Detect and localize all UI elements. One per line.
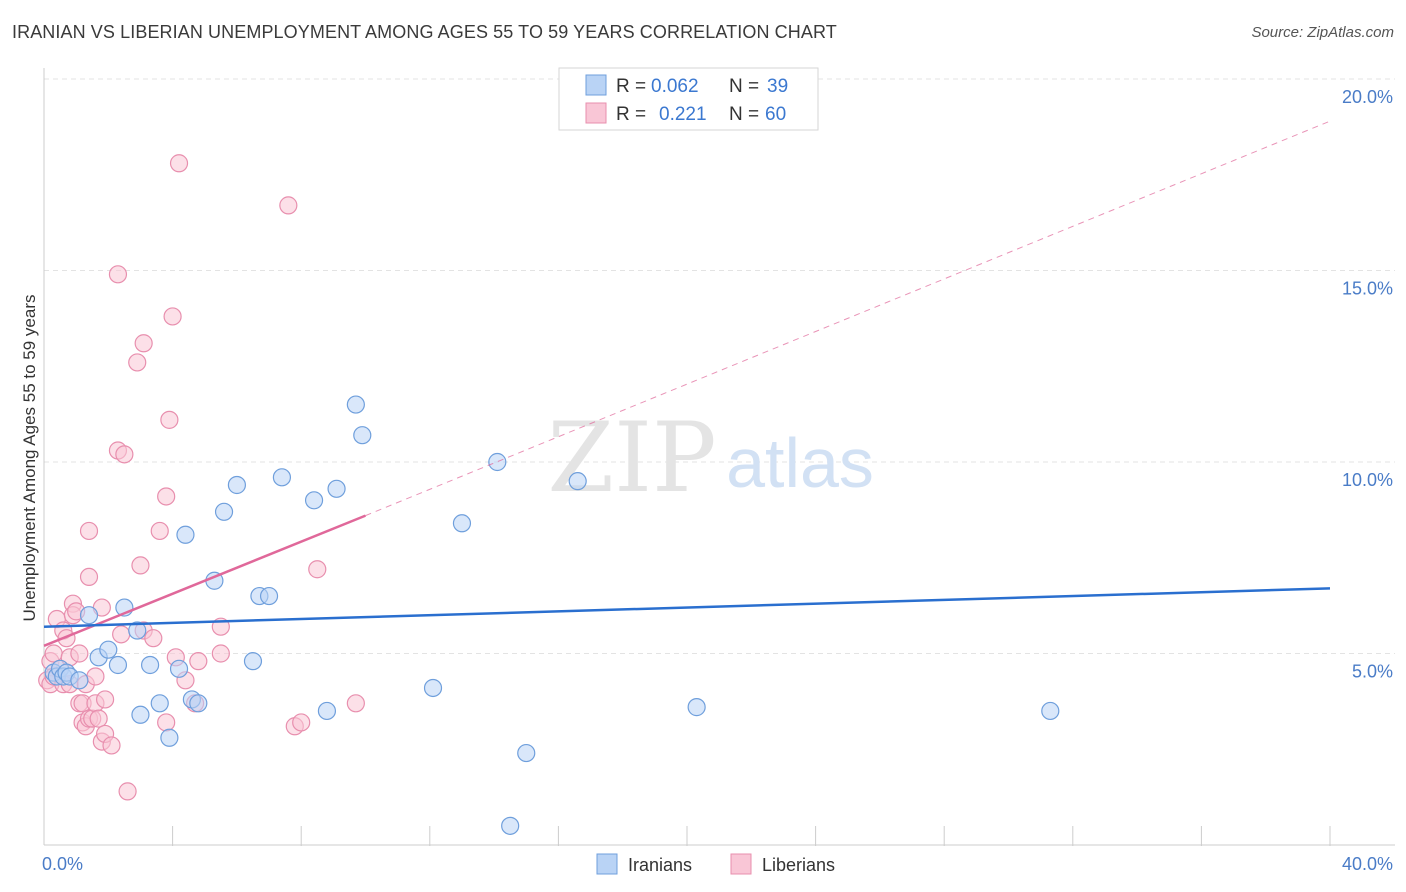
iranian-trend-line xyxy=(43,587,1331,628)
liberian-trend-extension xyxy=(365,120,1331,517)
source-label: Source: ZipAtlas.com xyxy=(1251,24,1394,41)
liberian-point xyxy=(163,307,182,326)
x-tick-label: 0.0% xyxy=(42,854,83,874)
legend-iranians-r-value: 0.062 xyxy=(651,76,699,97)
iranian-point xyxy=(176,525,195,544)
iranian-point xyxy=(189,694,208,713)
liberian-point xyxy=(292,713,311,732)
iranian-point xyxy=(128,621,147,640)
y-tick-label: 20.0% xyxy=(1342,87,1393,107)
y-axis-label: Unemployment Among Ages 55 to 59 years xyxy=(20,295,39,622)
liberian-point xyxy=(144,629,163,648)
liberian-point xyxy=(118,782,137,801)
liberian-point xyxy=(189,652,208,671)
watermark-atlas: atlas xyxy=(726,424,874,502)
liberian-point xyxy=(44,644,63,663)
liberian-point xyxy=(128,353,147,372)
liberian-point xyxy=(346,694,365,713)
iranian-point xyxy=(304,491,324,510)
grid-lines xyxy=(44,78,1395,654)
liberian-point xyxy=(169,154,189,173)
liberian-point xyxy=(279,196,298,215)
iranian-point xyxy=(108,655,128,675)
legend-iranians-n-value: 39 xyxy=(767,76,788,97)
liberian-point xyxy=(89,709,108,728)
liberian-point xyxy=(150,521,169,541)
legend-liberians-n-label: N = xyxy=(729,104,759,125)
liberian-point xyxy=(86,667,105,686)
liberian-point xyxy=(157,487,176,506)
axes xyxy=(43,68,1395,846)
liberian-point xyxy=(95,690,115,709)
legend-liberians-r-label: R = xyxy=(616,104,646,125)
x-tick-label: 40.0% xyxy=(1342,854,1393,874)
liberian-point xyxy=(112,625,131,644)
iranian-point xyxy=(160,728,179,747)
bottom-legend: Iranians Liberians xyxy=(596,853,835,875)
liberian-point xyxy=(308,560,327,579)
iranian-point xyxy=(488,452,507,472)
series-iranians xyxy=(44,395,1060,835)
iranian-point xyxy=(79,606,99,625)
legend: R = 0.062 N = 39 R = 0.221 N = 60 xyxy=(558,67,819,131)
iranian-point xyxy=(353,426,372,445)
legend-iranians-r-label: R = xyxy=(616,76,646,97)
liberian-point xyxy=(115,445,134,464)
watermark: ZIP atlas xyxy=(547,402,874,514)
liberian-point xyxy=(211,644,230,663)
iranian-point xyxy=(169,659,189,678)
iranian-point xyxy=(272,468,292,487)
iranian-point xyxy=(517,743,536,763)
bottom-legend-swatch-iranians xyxy=(596,853,618,875)
y-tick-label: 5.0% xyxy=(1352,662,1393,682)
liberian-point xyxy=(79,567,99,587)
bottom-legend-liberians: Liberians xyxy=(762,855,835,875)
iranian-point xyxy=(568,472,587,491)
iranian-point xyxy=(317,701,337,721)
iranian-point xyxy=(452,514,472,533)
bottom-legend-iranians: Iranians xyxy=(628,855,692,875)
iranian-point xyxy=(259,586,279,606)
iranian-point xyxy=(140,655,160,675)
liberian-point xyxy=(157,713,176,732)
watermark-zip: ZIP xyxy=(547,402,716,514)
iranian-point xyxy=(131,705,150,724)
bottom-legend-swatch-liberians xyxy=(730,853,752,875)
legend-liberians-r-value: 0.221 xyxy=(659,104,707,125)
iranian-point xyxy=(70,671,89,690)
iranian-point xyxy=(423,678,443,698)
liberian-point xyxy=(160,410,179,429)
liberian-point xyxy=(134,334,153,353)
legend-swatch-liberians xyxy=(585,102,607,124)
iranian-point xyxy=(327,479,346,498)
chart-title: IRANIAN VS LIBERIAN UNEMPLOYMENT AMONG A… xyxy=(12,22,837,42)
liberian-point xyxy=(102,736,121,755)
iranian-point xyxy=(99,640,118,659)
legend-iranians-n-label: N = xyxy=(729,76,759,97)
iranian-point xyxy=(227,475,246,495)
liberian-point xyxy=(131,556,150,575)
iranian-point xyxy=(214,502,234,521)
trend-lines xyxy=(43,120,1331,647)
iranian-point xyxy=(501,816,520,835)
liberian-point xyxy=(108,265,128,284)
iranian-point xyxy=(687,698,706,717)
iranian-point xyxy=(243,652,263,671)
liberian-point xyxy=(79,521,99,541)
iranian-point xyxy=(150,694,169,713)
liberian-point xyxy=(70,644,89,663)
legend-swatch-iranians xyxy=(585,74,607,96)
y-tick-labels: 5.0% 10.0% 15.0% 20.0% xyxy=(1342,87,1393,682)
iranian-point xyxy=(346,395,365,414)
legend-liberians-n-value: 60 xyxy=(765,104,786,125)
y-tick-label: 10.0% xyxy=(1342,470,1393,490)
iranian-point xyxy=(1041,701,1060,721)
y-tick-label: 15.0% xyxy=(1342,279,1393,299)
x-tick-labels: 0.0% 40.0% xyxy=(42,854,1393,874)
